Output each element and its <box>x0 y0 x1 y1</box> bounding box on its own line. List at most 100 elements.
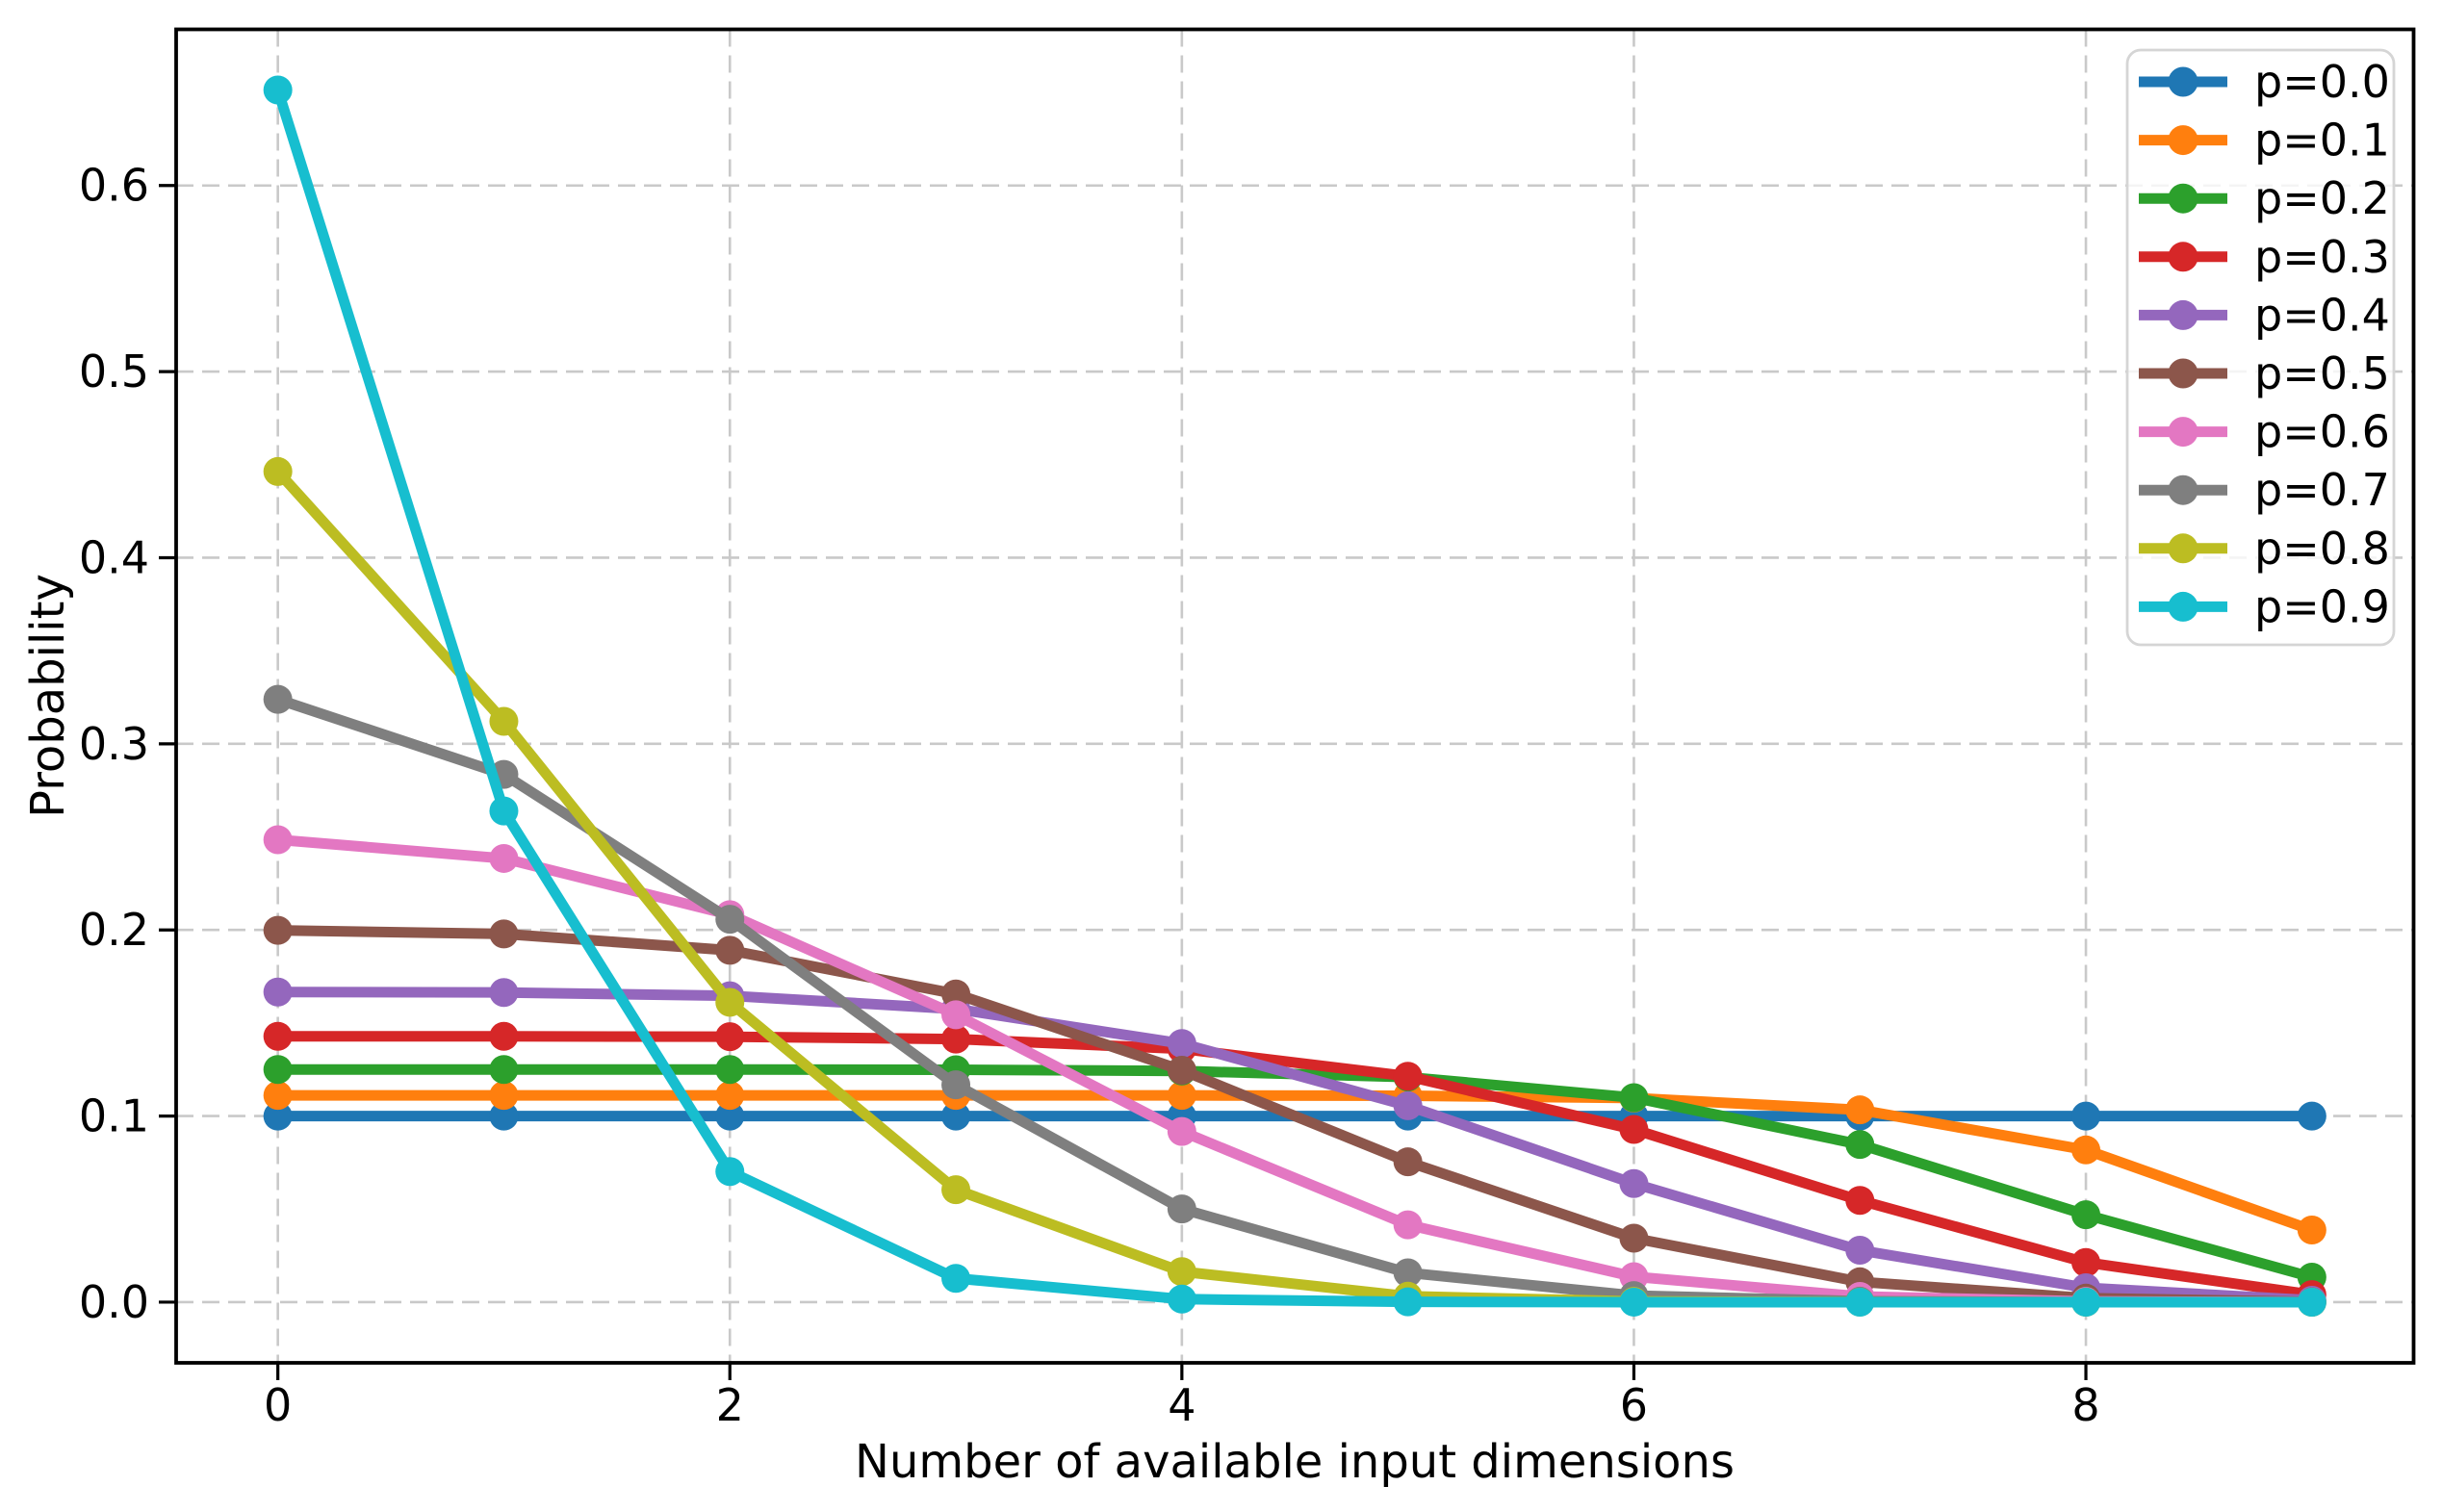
x-tick-label-4: 4 <box>1168 1379 1195 1431</box>
legend-label-p-0-7: p=0.7 <box>2254 464 2390 516</box>
data-point-p-0-6-x5 <box>1393 1210 1423 1240</box>
y-tick-label-0-4: 0.4 <box>79 531 149 583</box>
data-point-p-0-2-x8 <box>2071 1200 2101 1230</box>
x-tick-label-6: 6 <box>1620 1379 1648 1431</box>
y-tick-label-0-6: 0.6 <box>79 160 149 212</box>
data-point-p-0-5-x6 <box>1619 1223 1649 1253</box>
data-point-p-0-9-x8 <box>2071 1287 2101 1317</box>
legend-marker-p-0-5 <box>2168 358 2198 389</box>
data-point-p-0-0-x0 <box>263 1101 293 1131</box>
data-point-p-0-4-x0 <box>263 977 293 1007</box>
data-point-p-0-1-x8 <box>2071 1135 2101 1165</box>
legend-marker-p-0-8 <box>2168 533 2198 564</box>
data-point-p-0-5-x1 <box>489 919 519 949</box>
data-point-p-0-2-x1 <box>489 1055 519 1085</box>
data-point-p-0-5-x4 <box>1167 1056 1196 1086</box>
data-point-p-0-7-x3 <box>941 1070 971 1100</box>
data-point-p-0-1-x1 <box>489 1081 519 1111</box>
y-tick-label-0-5: 0.5 <box>79 346 149 397</box>
legend-marker-p-0-7 <box>2168 474 2198 505</box>
series-line-p-0-5 <box>272 925 2318 1308</box>
series-line-p-0-3 <box>272 1031 2318 1300</box>
data-point-p-0-5-x2 <box>715 935 745 965</box>
data-point-p-0-4-x4 <box>1167 1029 1196 1059</box>
data-point-p-0-2-x7 <box>1845 1130 1875 1160</box>
data-point-p-0-1-x4 <box>1167 1081 1196 1111</box>
data-point-p-0-6-x1 <box>489 843 519 873</box>
series-line-p-0-7 <box>272 694 2318 1308</box>
legend-item-p-0-0: p=0.0 <box>2139 56 2390 108</box>
legend-item-p-0-7: p=0.7 <box>2139 464 2390 516</box>
series-line-p-0-1 <box>272 1089 2318 1236</box>
data-point-p-0-4-x5 <box>1393 1090 1423 1120</box>
data-point-p-0-1-x9 <box>2297 1216 2326 1245</box>
data-point-p-0-9-x1 <box>489 796 519 826</box>
legend-item-p-0-5: p=0.5 <box>2139 347 2390 399</box>
data-point-p-0-0-x8 <box>2071 1101 2101 1131</box>
legend-marker-p-0-3 <box>2168 242 2198 272</box>
legend-label-p-0-4: p=0.4 <box>2254 289 2390 341</box>
legend-label-p-0-1: p=0.1 <box>2254 115 2390 167</box>
legend-label-p-0-0: p=0.0 <box>2254 56 2390 108</box>
series-p-0-9 <box>263 75 2326 1317</box>
legend-item-p-0-3: p=0.3 <box>2139 231 2390 283</box>
data-point-p-0-6-x3 <box>941 1000 971 1030</box>
data-point-p-0-3-x1 <box>489 1021 519 1051</box>
legend-item-p-0-4: p=0.4 <box>2139 289 2390 341</box>
y-tick-label-0-2: 0.2 <box>79 904 149 956</box>
data-point-p-0-4-x7 <box>1845 1236 1875 1266</box>
series-p-0-4 <box>263 977 2326 1316</box>
data-point-p-0-9-x0 <box>263 75 293 105</box>
legend-marker-p-0-4 <box>2168 299 2198 330</box>
data-point-p-0-9-x3 <box>941 1264 971 1294</box>
data-point-p-0-8-x3 <box>941 1175 971 1205</box>
data-point-p-0-5-x0 <box>263 915 293 945</box>
legend-label-p-0-3: p=0.3 <box>2254 231 2390 283</box>
legend-label-p-0-5: p=0.5 <box>2254 347 2390 399</box>
legend: p=0.0 p=0.1p=0.2 p=0.3 p=0.4 p=0.5 p=0.6 p=0.7… <box>2125 48 2396 647</box>
legend-item-p-0-6: p=0.6 <box>2139 406 2390 458</box>
data-point-p-0-9-x5 <box>1393 1287 1423 1317</box>
data-point-p-0-2-x0 <box>263 1055 293 1085</box>
axes-layer: 0.0 0.1 0.2 0.3 0.4 0.5 0.6 0 2 4 6 8 <box>79 27 2416 1431</box>
data-point-p-0-3-x2 <box>715 1022 745 1052</box>
data-point-p-0-3-x7 <box>1845 1186 1875 1216</box>
data-point-p-0-6-x0 <box>263 825 293 855</box>
data-point-p-0-8-x1 <box>489 706 519 736</box>
x-tick-label-0: 0 <box>264 1379 292 1431</box>
legend-label-p-0-6: p=0.6 <box>2254 406 2390 458</box>
y-axis-label: Probability <box>21 574 75 818</box>
y-tick-label-0-1: 0.1 <box>79 1090 149 1142</box>
data-point-p-0-0-x9 <box>2297 1101 2326 1131</box>
data-point-p-0-2-x2 <box>715 1055 745 1085</box>
data-point-p-0-3-x3 <box>941 1024 971 1054</box>
data-point-p-0-0-x3 <box>941 1101 971 1131</box>
data-point-p-0-3-x8 <box>2071 1247 2101 1277</box>
data-point-p-0-8-x4 <box>1167 1257 1196 1287</box>
series-p-0-7 <box>263 684 2326 1317</box>
legend-marker-p-0-2 <box>2168 183 2198 214</box>
legend-label-p-0-8: p=0.8 <box>2254 523 2390 575</box>
data-point-p-0-1-x7 <box>1845 1095 1875 1125</box>
y-tick-label-0: 0.0 <box>79 1276 149 1328</box>
data-point-p-0-9-x7 <box>1845 1287 1875 1317</box>
y-tick-label-0-3: 0.3 <box>79 718 149 770</box>
data-point-p-0-9-x4 <box>1167 1284 1196 1314</box>
legend-label-p-0-9: p=0.9 <box>2254 580 2390 632</box>
data-point-p-0-6-x4 <box>1167 1116 1196 1146</box>
legend-item-p-0-9: p=0.9 <box>2139 580 2390 632</box>
series-line-p-0-9 <box>272 84 2318 1308</box>
data-point-p-0-7-x4 <box>1167 1194 1196 1224</box>
data-point-p-0-0-x1 <box>489 1101 519 1131</box>
legend-marker-p-0-9 <box>2168 591 2198 622</box>
legend-item-p-0-1: p=0.1 <box>2139 115 2390 167</box>
legend-marker-p-0-6 <box>2168 417 2198 448</box>
data-point-p-0-1-x0 <box>263 1081 293 1111</box>
data-point-p-0-3-x5 <box>1393 1062 1423 1091</box>
series-layer <box>263 75 2326 1317</box>
data-point-p-0-1-x2 <box>715 1081 745 1111</box>
data-point-p-0-0-x2 <box>715 1101 745 1131</box>
x-axis-label: Number of available input dimensions <box>855 1435 1735 1489</box>
data-point-p-0-9-x6 <box>1619 1287 1649 1317</box>
